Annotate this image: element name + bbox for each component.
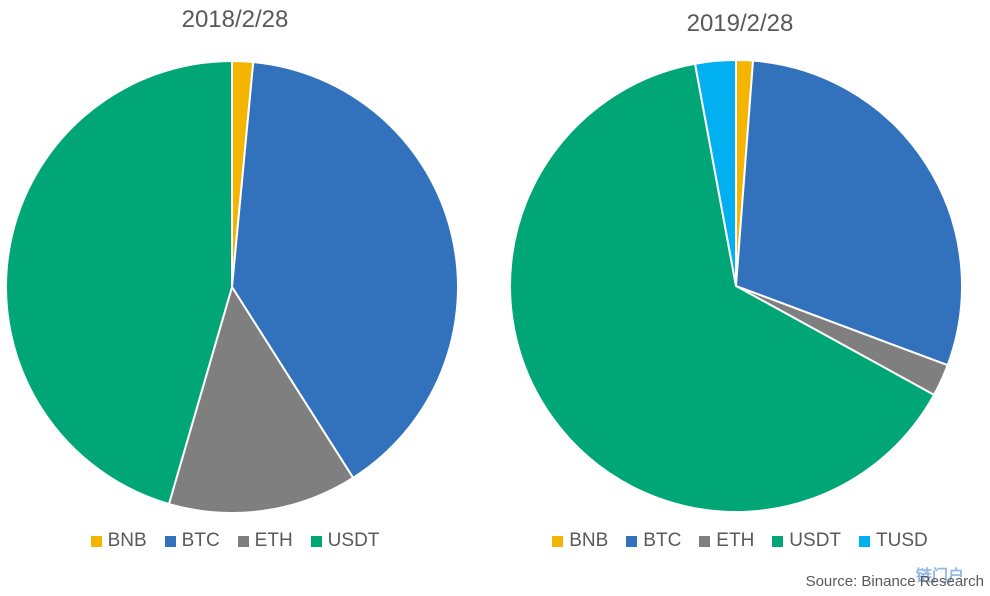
legend-item-usdt: USDT: [772, 530, 841, 552]
legend-swatch: [237, 535, 249, 547]
legend-swatch: [164, 535, 176, 547]
pie-chart-2018: 2018/2/28 BNB BTC ETH USDT: [0, 0, 470, 596]
legend-swatch: [772, 535, 784, 547]
pie-chart-2019: 2019/2/28 BNB BTC ETH USDT TUSD: [490, 0, 990, 596]
legend-swatch: [626, 535, 638, 547]
legend-swatch: [859, 535, 871, 547]
chart-title: 2018/2/28: [181, 6, 289, 33]
pie-svg: [5, 59, 459, 514]
watermark-logo: 链门户: [915, 568, 964, 585]
legend-label: BNB: [569, 530, 609, 551]
pie-slice-eth: [167, 284, 355, 514]
legend-label: USDT: [789, 530, 842, 551]
legend-item-bnb: BNB: [552, 530, 608, 552]
legend: BNB BTC ETH USDT: [0, 530, 470, 552]
pie-slice-btc: [230, 60, 459, 480]
pie-slice-usdt: [509, 62, 936, 513]
legend-item-tusd: TUSD: [859, 530, 928, 552]
source-note: Source: Binance Research: [805, 573, 984, 590]
legend: BNB BTC ETH USDT TUSD: [490, 530, 990, 552]
pie-slice-btc: [734, 59, 963, 367]
legend-swatch: [90, 535, 102, 547]
legend-label: TUSD: [876, 530, 928, 551]
legend-item-eth: ETH: [699, 530, 754, 552]
legend-label: BTC: [643, 530, 682, 551]
legend-swatch: [552, 535, 564, 547]
legend-item-btc: BTC: [626, 530, 681, 552]
pie-slice-usdt: [5, 59, 233, 506]
legend-label: BTC: [181, 530, 220, 551]
legend-item-eth: ETH: [237, 530, 293, 552]
legend-label: USDT: [327, 530, 380, 551]
chart-title: 2019/2/28: [686, 10, 794, 37]
legend-label: ETH: [716, 530, 755, 551]
legend-swatch: [699, 535, 711, 547]
legend-item-usdt: USDT: [310, 530, 380, 552]
legend-item-btc: BTC: [164, 530, 220, 552]
legend-label: ETH: [254, 530, 293, 551]
legend-label: BNB: [107, 530, 147, 551]
legend-item-bnb: BNB: [90, 530, 147, 552]
pie-slice-tusd: [693, 58, 737, 287]
pie-svg: [509, 58, 963, 513]
legend-swatch: [310, 535, 322, 547]
